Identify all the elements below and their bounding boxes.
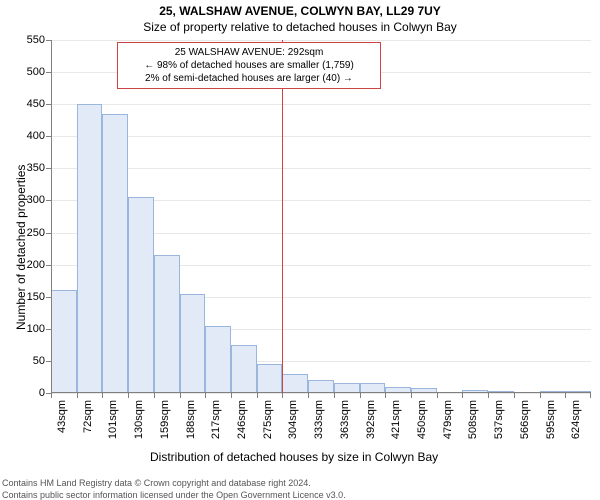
histogram-bar <box>154 255 180 393</box>
y-tick-label: 550 <box>27 34 51 46</box>
histogram-bar <box>51 290 77 393</box>
x-tickmark <box>385 393 386 398</box>
histogram-bar <box>77 104 103 393</box>
x-tick-label: 450sqm <box>414 400 428 439</box>
grid-line <box>51 168 591 169</box>
annotation-line: ← 98% of detached houses are smaller (1,… <box>124 59 374 72</box>
x-tickmark <box>257 393 258 398</box>
x-tick-label: 43sqm <box>54 400 68 433</box>
histogram-bar <box>282 374 308 393</box>
attribution-line-2: Contains public sector information licen… <box>2 490 346 500</box>
grid-line <box>51 393 591 394</box>
y-tick-label: 100 <box>27 323 51 335</box>
y-tick-label: 300 <box>27 194 51 206</box>
grid-line <box>51 136 591 137</box>
x-tick-label: 595sqm <box>543 400 557 439</box>
x-tick-label: 101sqm <box>105 400 119 439</box>
x-tickmark <box>102 393 103 398</box>
histogram-bar <box>180 294 206 393</box>
x-tick-label: 159sqm <box>157 400 171 439</box>
x-tick-label: 130sqm <box>131 400 145 439</box>
x-tick-label: 421sqm <box>388 400 402 439</box>
x-tickmark <box>128 393 129 398</box>
y-tick-label: 150 <box>27 291 51 303</box>
annotation-line: 25 WALSHAW AVENUE: 292sqm <box>124 46 374 59</box>
histogram-bar <box>205 326 231 393</box>
x-tick-label: 304sqm <box>285 400 299 439</box>
y-tick-label: 450 <box>27 98 51 110</box>
marker-line <box>282 40 283 393</box>
chart-container: { "title": { "text": "25, WALSHAW AVENUE… <box>0 0 600 500</box>
annotation-box: 25 WALSHAW AVENUE: 292sqm← 98% of detach… <box>117 42 381 89</box>
x-tickmark <box>308 393 309 398</box>
x-tick-label: 537sqm <box>491 400 505 439</box>
histogram-bar <box>128 197 154 393</box>
x-tickmark <box>154 393 155 398</box>
x-tickmark <box>360 393 361 398</box>
x-tickmark <box>565 393 566 398</box>
y-tick-label: 0 <box>39 387 51 399</box>
x-tick-label: 217sqm <box>208 400 222 439</box>
x-tick-label: 508sqm <box>465 400 479 439</box>
x-tickmark <box>231 393 232 398</box>
histogram-bar <box>231 345 257 393</box>
y-tick-label: 200 <box>27 259 51 271</box>
x-tick-label: 333sqm <box>311 400 325 439</box>
x-tickmark <box>282 393 283 398</box>
x-tickmark <box>180 393 181 398</box>
y-tick-label: 50 <box>33 355 51 367</box>
y-axis-label: Number of detached properties <box>14 165 28 330</box>
x-tick-label: 479sqm <box>440 400 454 439</box>
histogram-bar <box>102 114 128 393</box>
y-tick-label: 400 <box>27 130 51 142</box>
y-tick-label: 250 <box>27 227 51 239</box>
x-tick-label: 363sqm <box>337 400 351 439</box>
x-tickmark <box>205 393 206 398</box>
chart-subtitle: Size of property relative to detached ho… <box>0 20 600 34</box>
x-axis-label: Distribution of detached houses by size … <box>150 450 438 464</box>
x-tickmark <box>462 393 463 398</box>
y-axis-line <box>51 40 52 393</box>
y-tick-label: 350 <box>27 162 51 174</box>
x-tickmark <box>540 393 541 398</box>
x-axis-line <box>51 392 591 393</box>
attribution-line-1: Contains HM Land Registry data © Crown c… <box>2 478 311 488</box>
x-tick-label: 72sqm <box>80 400 94 433</box>
x-tickmark <box>437 393 438 398</box>
x-tick-label: 275sqm <box>260 400 274 439</box>
x-tickmark <box>51 393 52 398</box>
x-tick-label: 246sqm <box>234 400 248 439</box>
chart-title: 25, WALSHAW AVENUE, COLWYN BAY, LL29 7UY <box>0 4 600 18</box>
grid-line <box>51 40 591 41</box>
x-tick-label: 566sqm <box>517 400 531 439</box>
x-tick-label: 188sqm <box>183 400 197 439</box>
x-tickmark <box>411 393 412 398</box>
x-tickmark <box>77 393 78 398</box>
x-tickmark <box>590 393 591 398</box>
grid-line <box>51 104 591 105</box>
x-tickmark <box>514 393 515 398</box>
plot-area: 05010015020025030035040045050055043sqm72… <box>51 40 591 393</box>
x-tick-label: 624sqm <box>568 400 582 439</box>
histogram-bar <box>257 364 283 393</box>
x-tickmark <box>488 393 489 398</box>
annotation-line: 2% of semi-detached houses are larger (4… <box>124 72 374 85</box>
y-tick-label: 500 <box>27 66 51 78</box>
x-tick-label: 392sqm <box>363 400 377 439</box>
x-tickmark <box>334 393 335 398</box>
